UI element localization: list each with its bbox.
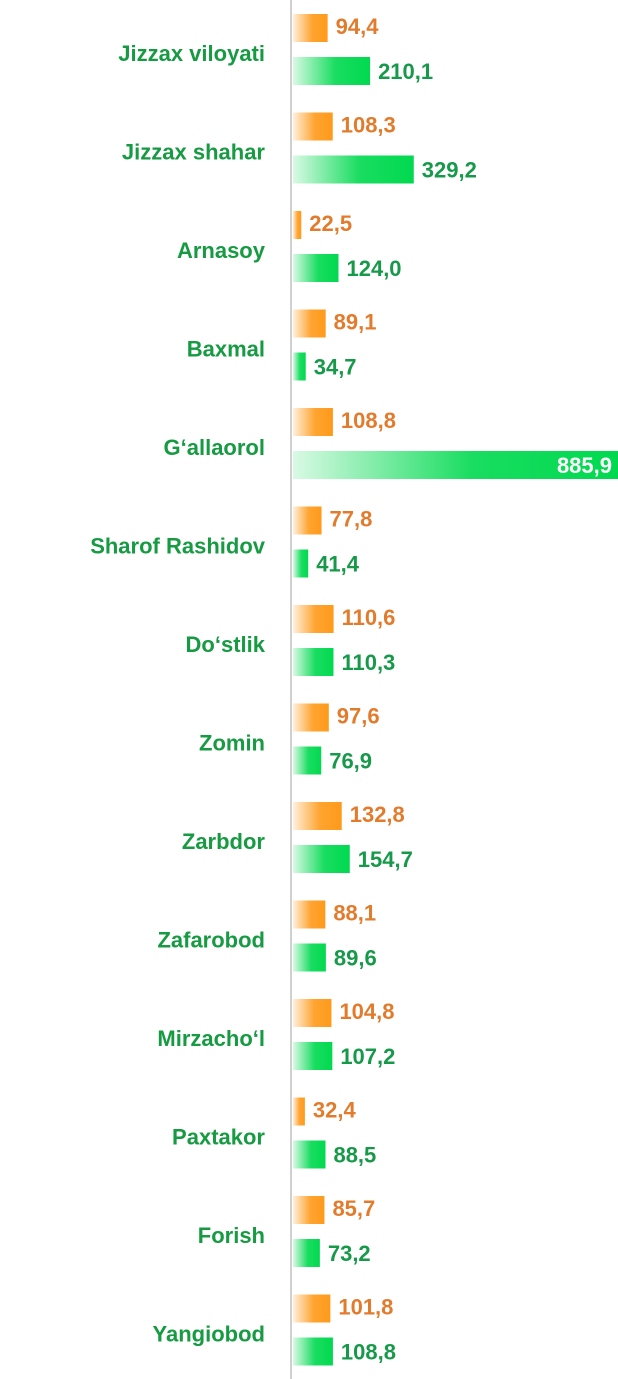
value-label: 88,1 <box>333 900 376 925</box>
category-label: Zafarobod <box>157 927 265 952</box>
bar <box>293 57 371 85</box>
value-label: 85,7 <box>332 1196 375 1221</box>
bar <box>293 112 333 141</box>
bar <box>293 1196 325 1224</box>
value-label: 108,8 <box>341 408 396 433</box>
value-label: 110,6 <box>342 605 396 630</box>
bar <box>293 1097 305 1126</box>
bar <box>293 900 326 929</box>
category-label: Do‘stlik <box>186 632 266 657</box>
value-label: 210,1 <box>378 59 433 84</box>
value-label: 94,4 <box>336 14 380 39</box>
value-label: 89,6 <box>334 945 377 970</box>
value-label: 108,8 <box>341 1339 396 1364</box>
category-label: Mirzacho‘l <box>157 1026 265 1051</box>
bar <box>293 451 618 479</box>
bar <box>293 802 342 830</box>
category-label: Zarbdor <box>182 829 266 854</box>
value-label: 41,4 <box>316 551 360 576</box>
bar <box>293 211 302 239</box>
bar <box>293 746 322 775</box>
bar <box>293 605 334 633</box>
bar <box>293 648 334 676</box>
bar <box>293 1042 333 1070</box>
bar <box>293 549 309 578</box>
category-label: G‘allaorol <box>164 435 265 460</box>
bar <box>293 703 329 732</box>
category-label: Paxtakor <box>172 1124 265 1149</box>
bar <box>293 1337 333 1366</box>
category-label: Arnasoy <box>177 238 266 263</box>
value-label: 34,7 <box>314 354 357 379</box>
category-label: Sharof Rashidov <box>90 533 266 558</box>
value-label: 110,3 <box>341 650 395 675</box>
bar <box>293 943 326 972</box>
value-label: 885,9 <box>557 453 612 478</box>
value-label: 104,8 <box>339 999 394 1024</box>
value-label: 154,7 <box>358 847 413 872</box>
value-label: 108,3 <box>341 112 396 137</box>
bar <box>293 1140 326 1169</box>
category-label: Jizzax viloyati <box>118 41 265 66</box>
value-label: 132,8 <box>350 802 405 827</box>
category-label: Yangiobod <box>153 1321 265 1346</box>
bar <box>293 845 350 873</box>
bar <box>293 309 326 338</box>
value-label: 76,9 <box>329 748 372 773</box>
value-label: 73,2 <box>328 1241 371 1266</box>
value-label: 107,2 <box>340 1044 395 1069</box>
value-label: 22,5 <box>309 211 352 236</box>
category-label: Baxmal <box>187 336 265 361</box>
value-label: 88,5 <box>333 1142 376 1167</box>
value-label: 89,1 <box>334 309 377 334</box>
category-label: Jizzax shahar <box>122 139 266 164</box>
value-label: 101,8 <box>338 1294 393 1319</box>
bar <box>293 155 414 184</box>
bar <box>293 999 332 1027</box>
bar <box>293 352 306 381</box>
value-label: 97,6 <box>337 703 380 728</box>
category-label: Zomin <box>199 730 265 755</box>
value-label: 77,8 <box>330 506 373 531</box>
bar <box>293 408 333 436</box>
bar <box>293 506 322 535</box>
bar <box>293 1239 320 1267</box>
value-label: 32,4 <box>313 1097 357 1122</box>
bar <box>293 14 328 42</box>
bar <box>293 254 339 282</box>
value-label: 329,2 <box>422 157 477 182</box>
value-label: 124,0 <box>346 256 401 281</box>
bar <box>293 1294 331 1323</box>
category-label: Forish <box>198 1223 265 1248</box>
